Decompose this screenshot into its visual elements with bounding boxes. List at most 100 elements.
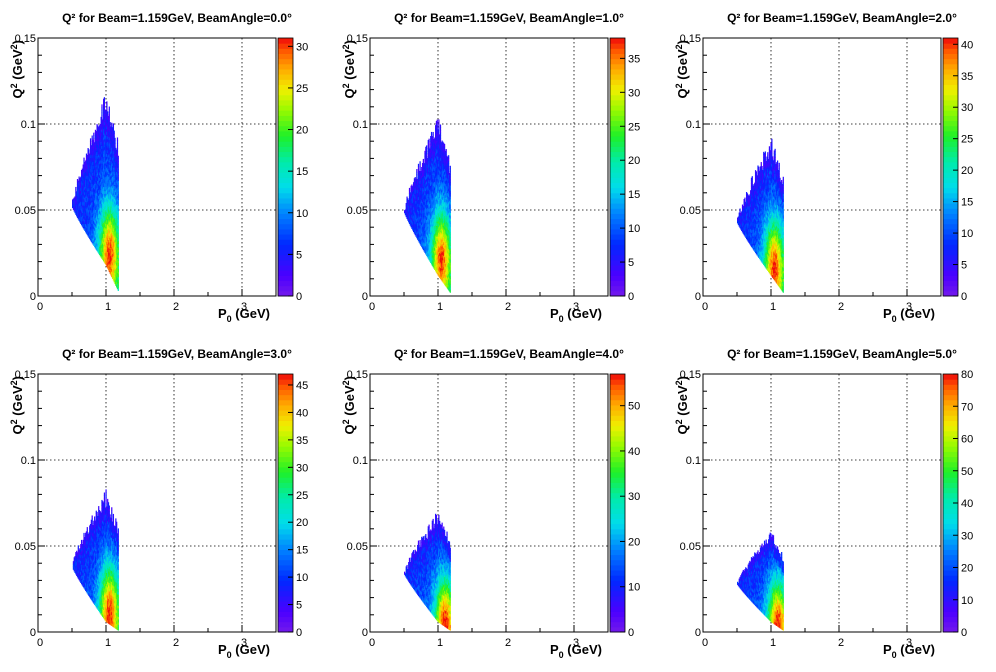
heatmap-cell [417, 214, 419, 218]
heatmap-cell [105, 253, 107, 257]
heatmap-cell [76, 209, 79, 213]
heatmap-cell [761, 248, 763, 252]
heatmap-cell [112, 153, 115, 157]
heatmap-cell [100, 224, 102, 228]
heatmap-cell [103, 233, 105, 237]
heatmap-cell [104, 167, 106, 171]
heatmap-cell [108, 180, 110, 184]
heatmap-cell [425, 232, 427, 236]
heatmap-cell [102, 138, 104, 142]
heatmap-cell [107, 138, 109, 143]
heatmap-cell [93, 162, 95, 167]
heatmap-cell [99, 244, 101, 249]
heatmap-cell [448, 216, 451, 221]
heatmap-cell [113, 248, 115, 253]
heatmap-cell [86, 198, 88, 203]
heatmap-cell [430, 138, 432, 142]
heatmap-cell [111, 256, 114, 260]
heatmap-cell [755, 209, 757, 214]
heatmap-cell [94, 213, 96, 217]
heatmap-cell [92, 164, 94, 168]
heatmap-cell [98, 214, 100, 218]
heatmap-cell [107, 240, 109, 244]
heatmap-cell [424, 167, 426, 171]
heatmap-cell [99, 195, 101, 199]
heatmap-cell [103, 154, 106, 159]
heatmap-cell [437, 214, 439, 218]
heatmap-cell [745, 209, 747, 214]
heatmap-cell [440, 235, 442, 239]
heatmap-cell [109, 138, 111, 142]
heatmap-cell [449, 284, 451, 288]
heatmap-cell [421, 226, 424, 230]
heatmap-cell [93, 193, 95, 197]
heatmap-cell [417, 211, 419, 215]
heatmap-cell [415, 200, 417, 204]
heatmap-cell [426, 164, 428, 168]
heatmap-cell [78, 201, 80, 205]
color-scale-tick-label: 10 [296, 208, 308, 220]
heatmap-cell [440, 158, 442, 162]
heatmap-cell [408, 219, 410, 223]
heatmap-cell [107, 218, 109, 222]
heatmap-cell [448, 183, 451, 188]
heatmap-cell [435, 203, 438, 207]
heatmap-cell [443, 164, 445, 169]
heatmap-cell [407, 212, 409, 216]
heatmap-cell [77, 186, 79, 190]
heatmap-cell [434, 231, 436, 235]
heatmap-cell [103, 256, 106, 260]
x-axis-label: P0 (GeV) [218, 306, 270, 324]
heatmap-cell [754, 170, 757, 174]
heatmap-cell [749, 238, 751, 242]
heatmap-cell [443, 143, 446, 148]
heatmap-cell [427, 200, 429, 204]
heatmap-cell [435, 268, 437, 272]
heatmap-cell [410, 193, 412, 198]
heatmap-cell [87, 153, 89, 157]
heatmap-cell [117, 246, 119, 250]
heatmap-cell [738, 218, 740, 222]
heatmap-cell [442, 216, 444, 220]
heatmap-cell [439, 192, 441, 196]
heatmap-cell [106, 249, 108, 254]
heatmap-cell [449, 201, 451, 205]
heatmap-cell [114, 179, 116, 183]
color-scale-band [610, 270, 625, 276]
heatmap-cell [416, 221, 418, 225]
heatmap-cell [408, 216, 410, 220]
heatmap-cell [426, 226, 429, 230]
heatmap-cell [756, 252, 758, 256]
heatmap-cell [442, 227, 444, 231]
heatmap-cell [98, 196, 101, 200]
heatmap-cell [110, 258, 112, 262]
color-scale-band [278, 110, 293, 116]
heatmap-cell [81, 198, 84, 202]
heatmap-cell [436, 138, 438, 143]
heatmap-cell [754, 229, 756, 233]
heatmap-cell [439, 171, 442, 175]
heatmap-cell [108, 123, 110, 127]
heatmap-cell [412, 191, 414, 195]
heatmap-cell [745, 203, 748, 207]
heatmap-cell [445, 275, 447, 279]
heatmap-cell [431, 180, 433, 184]
heatmap-cell [103, 215, 106, 219]
heatmap-cell [435, 224, 437, 228]
heatmap-cell [430, 195, 433, 199]
heatmap-cell [427, 142, 429, 146]
heatmap-cell [436, 149, 438, 154]
x-axis-label: P0 (GeV) [550, 306, 602, 324]
heatmap-cell [104, 205, 106, 209]
heatmap-cell [449, 204, 451, 208]
heatmap-cell [93, 226, 95, 230]
heatmap-cell [83, 157, 85, 161]
heatmap-cell [104, 181, 106, 185]
heatmap-cell [426, 250, 428, 254]
heatmap-cell [755, 226, 757, 230]
heatmap-cell [103, 198, 106, 203]
heatmap-cell [431, 185, 433, 189]
heatmap-cell [426, 207, 429, 211]
heatmap-cell [433, 237, 435, 242]
heatmap-cell [754, 221, 756, 225]
